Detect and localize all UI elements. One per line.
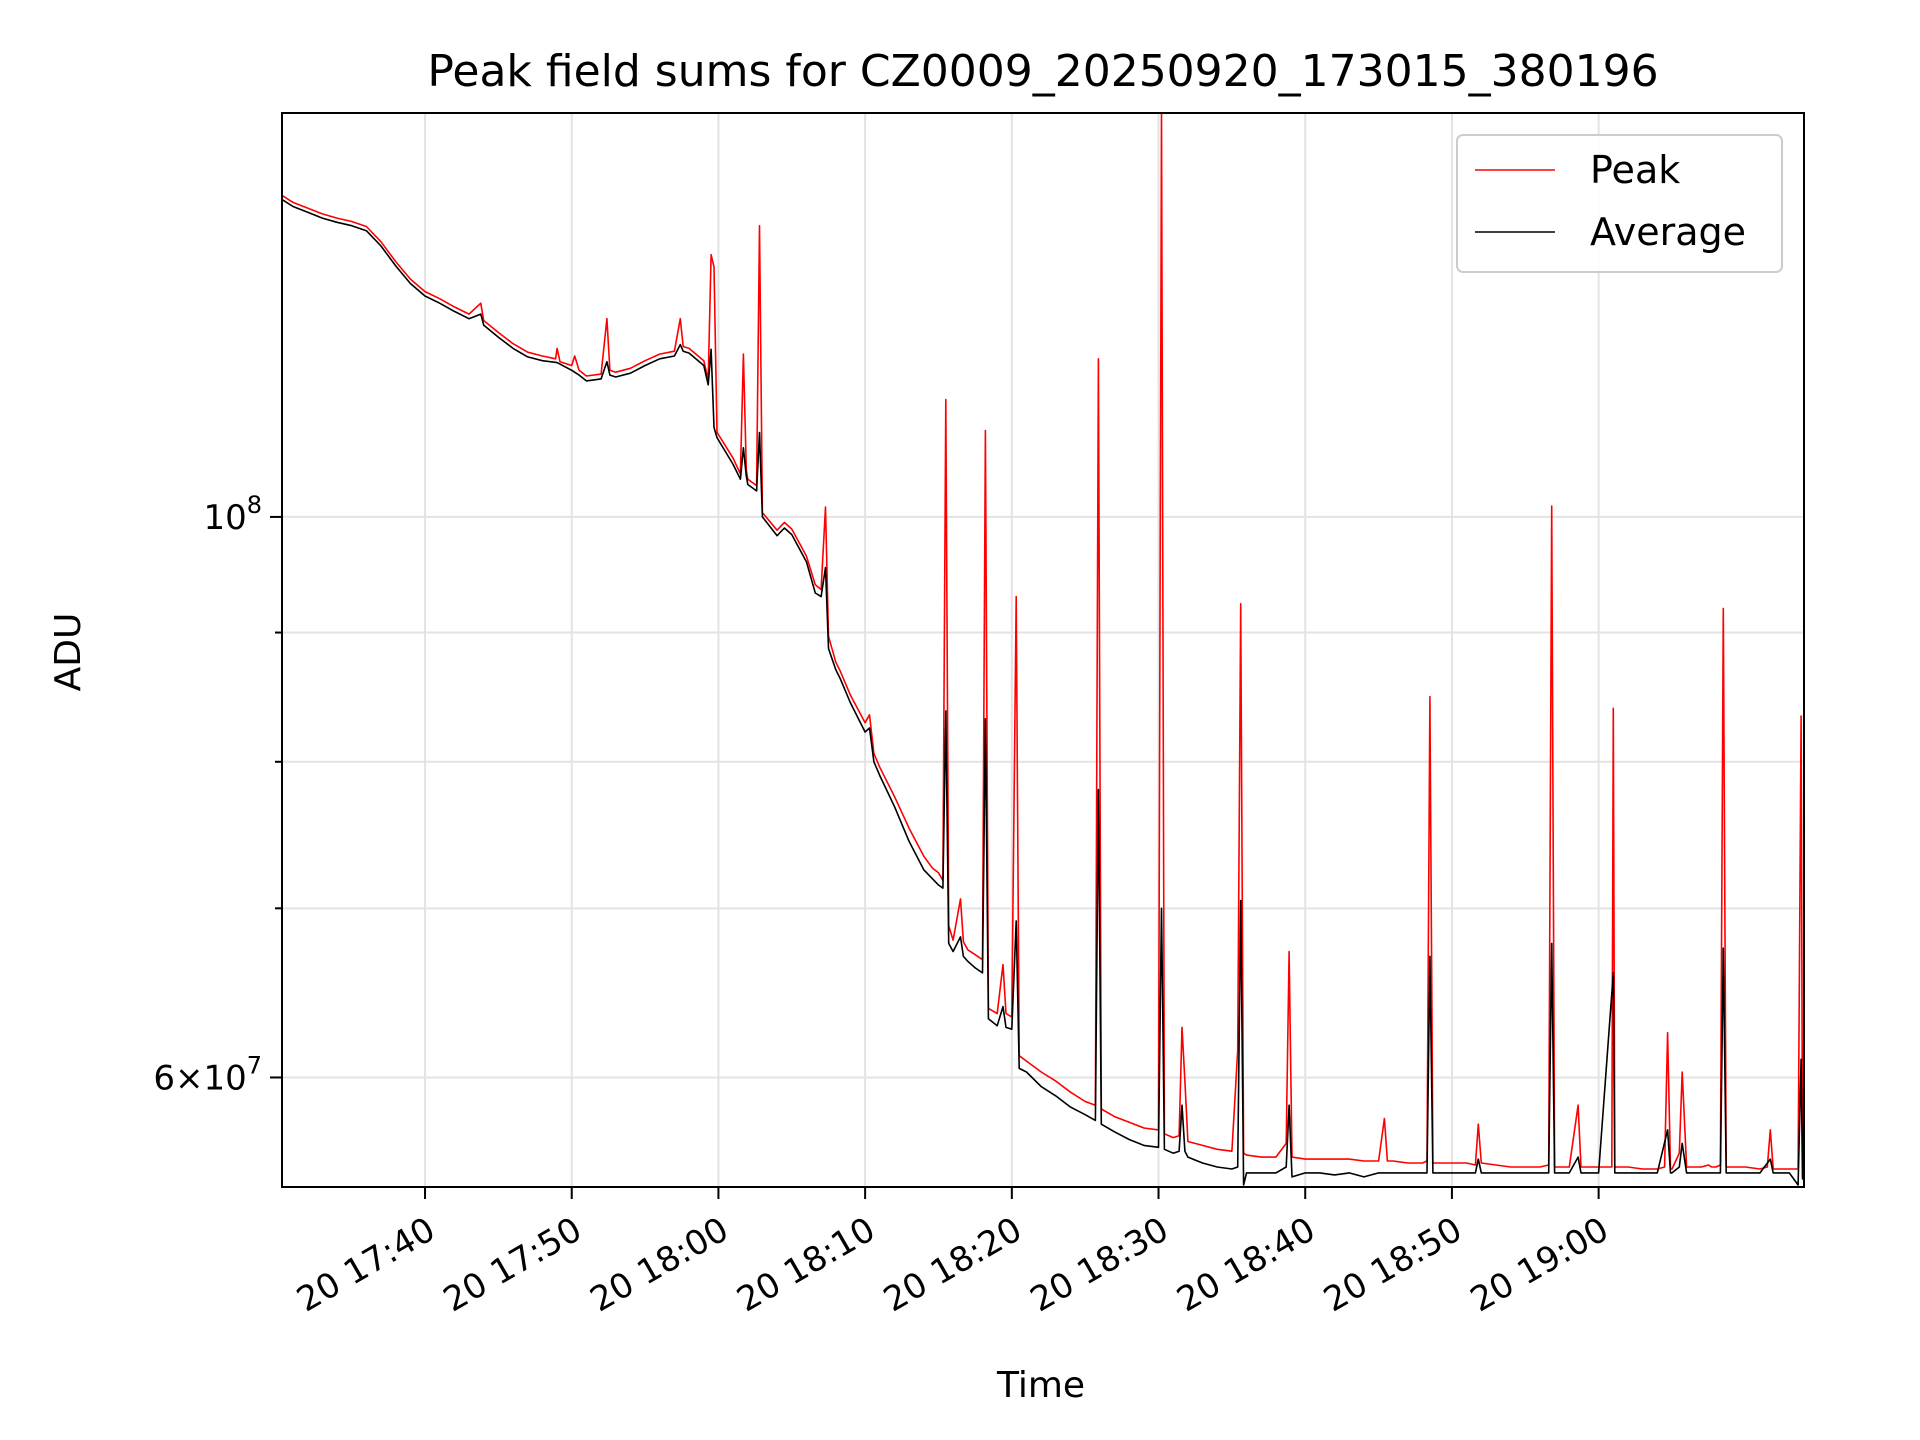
x-axis-label: Time	[996, 1365, 1085, 1406]
y-axis-label: ADU	[48, 613, 89, 692]
y-tick-label: 108	[203, 491, 262, 538]
legend-label-peak: Peak	[1590, 148, 1680, 192]
y-tick-label: 6×107	[153, 1051, 262, 1098]
legend: Peak Average	[1456, 134, 1783, 273]
legend-label-average: Average	[1590, 210, 1746, 254]
plot-frame	[281, 112, 1805, 1188]
series-lines	[282, 112, 1805, 1186]
series-line-average	[282, 199, 1805, 1186]
chart-title: Peak field sums for CZ0009_20250920_1730…	[427, 46, 1658, 97]
series-line-peak	[282, 112, 1805, 1170]
